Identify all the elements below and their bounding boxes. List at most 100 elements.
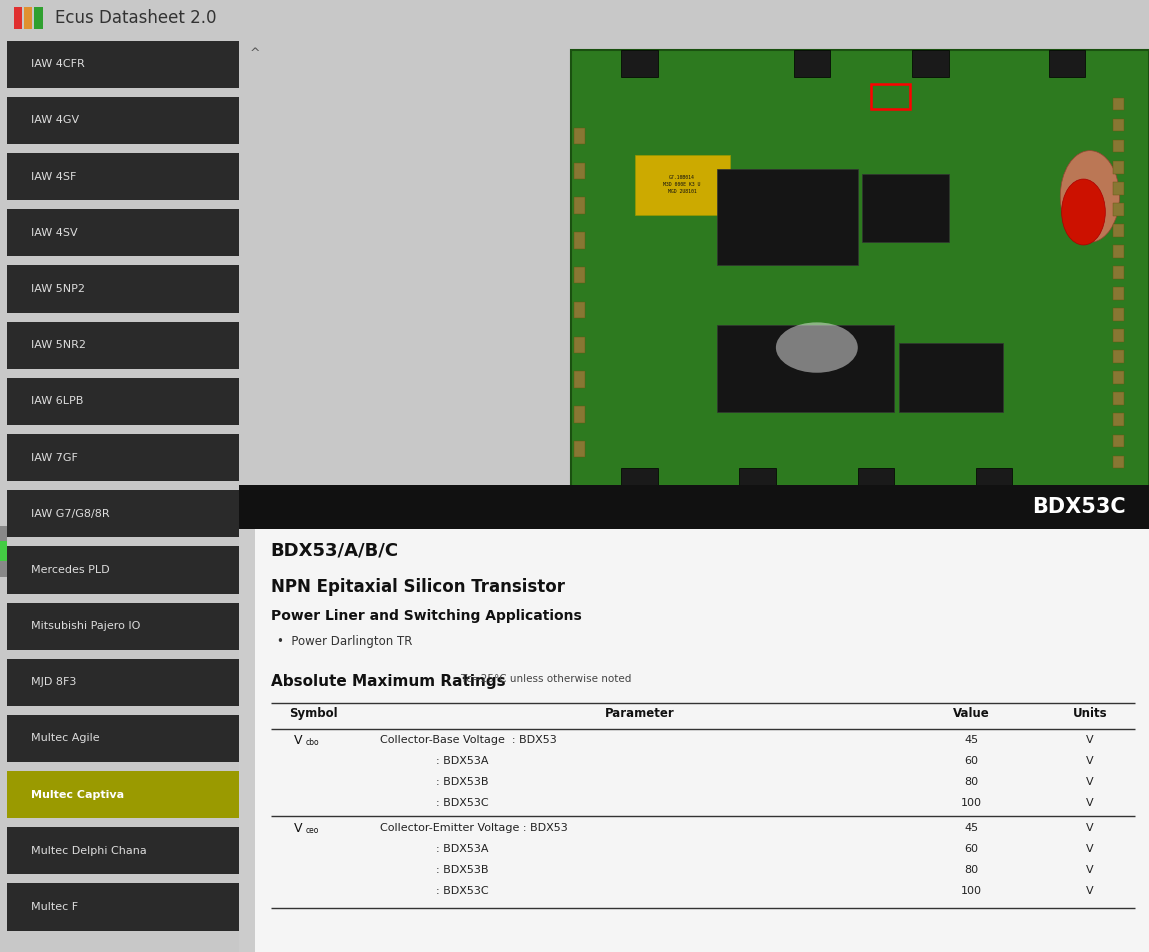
Text: 100: 100 bbox=[961, 886, 982, 896]
Bar bbox=[7, 546, 239, 593]
Bar bbox=[7, 97, 239, 144]
Bar bbox=[7, 771, 239, 819]
Text: IAW G7/G8/8R: IAW G7/G8/8R bbox=[31, 508, 109, 519]
Text: 45: 45 bbox=[964, 823, 979, 833]
Bar bbox=[635, 155, 731, 215]
Text: BDX53/A/B/C: BDX53/A/B/C bbox=[271, 542, 399, 560]
Text: IAW 4GV: IAW 4GV bbox=[31, 115, 79, 126]
Text: IAW 5NP2: IAW 5NP2 bbox=[31, 284, 85, 294]
Bar bbox=[573, 337, 585, 353]
Bar bbox=[1112, 288, 1125, 300]
Text: Value: Value bbox=[954, 707, 990, 721]
Bar bbox=[1112, 371, 1125, 385]
Text: Parameter: Parameter bbox=[604, 707, 674, 721]
Bar bbox=[1112, 413, 1125, 426]
Bar bbox=[1112, 456, 1125, 468]
Text: ceo: ceo bbox=[306, 825, 318, 835]
Text: Multec Agile: Multec Agile bbox=[31, 733, 100, 744]
Text: : BDX53A: : BDX53A bbox=[380, 843, 488, 854]
Bar bbox=[573, 371, 585, 387]
Bar bbox=[573, 407, 585, 423]
Text: V: V bbox=[1086, 865, 1094, 875]
Bar bbox=[871, 84, 910, 109]
Text: 60: 60 bbox=[964, 756, 979, 766]
Text: Multec F: Multec F bbox=[31, 902, 78, 912]
Text: : BDX53B: : BDX53B bbox=[380, 777, 488, 787]
Text: IAW 4SV: IAW 4SV bbox=[31, 228, 78, 238]
Ellipse shape bbox=[1061, 150, 1119, 242]
Text: 80: 80 bbox=[964, 777, 979, 787]
Bar bbox=[717, 325, 894, 411]
Bar bbox=[239, 529, 1149, 952]
Bar bbox=[573, 232, 585, 248]
Text: Ecus Datasheet 2.0: Ecus Datasheet 2.0 bbox=[55, 10, 217, 27]
Bar bbox=[1112, 392, 1125, 406]
Text: ^: ^ bbox=[250, 48, 261, 60]
Ellipse shape bbox=[1062, 179, 1105, 245]
Text: G7.10B014
M3D 000E K3 U
MGD 2U8101: G7.10B014 M3D 000E K3 U MGD 2U8101 bbox=[663, 175, 701, 193]
Bar bbox=[573, 163, 585, 179]
Bar bbox=[1112, 245, 1125, 258]
Bar bbox=[7, 490, 239, 537]
Bar bbox=[1049, 50, 1086, 77]
Bar bbox=[7, 209, 239, 256]
Text: IAW 6LPB: IAW 6LPB bbox=[31, 396, 84, 407]
Text: IAW 5NR2: IAW 5NR2 bbox=[31, 340, 86, 350]
Bar bbox=[717, 169, 858, 266]
Bar bbox=[7, 603, 239, 649]
Text: V: V bbox=[1086, 823, 1094, 833]
Bar bbox=[573, 302, 585, 318]
Bar bbox=[1112, 119, 1125, 131]
Bar bbox=[239, 485, 1149, 529]
Text: 60: 60 bbox=[964, 843, 979, 854]
Bar bbox=[7, 883, 239, 931]
Text: V: V bbox=[1086, 886, 1094, 896]
Bar bbox=[1112, 203, 1125, 216]
Text: : BDX53C: : BDX53C bbox=[380, 798, 488, 808]
Bar bbox=[573, 128, 585, 145]
Text: V: V bbox=[294, 734, 302, 747]
Bar bbox=[1112, 224, 1125, 237]
Text: NPN Epitaxial Silicon Transistor: NPN Epitaxial Silicon Transistor bbox=[271, 579, 565, 596]
Bar bbox=[1112, 97, 1125, 110]
Text: MJD 8F3: MJD 8F3 bbox=[31, 677, 77, 687]
Text: V: V bbox=[1086, 777, 1094, 787]
Bar bbox=[7, 41, 239, 88]
Bar bbox=[24, 8, 32, 29]
Bar bbox=[573, 267, 585, 284]
Bar bbox=[622, 468, 657, 486]
Bar bbox=[1112, 434, 1125, 447]
Bar bbox=[1112, 182, 1125, 194]
Bar bbox=[7, 322, 239, 368]
Text: BDX53C: BDX53C bbox=[1033, 497, 1126, 517]
Bar bbox=[7, 266, 239, 312]
Text: : BDX53C: : BDX53C bbox=[380, 886, 488, 896]
Bar bbox=[740, 468, 776, 486]
Text: 45: 45 bbox=[964, 735, 979, 745]
Bar bbox=[239, 529, 255, 952]
Bar bbox=[863, 173, 949, 242]
Text: Units: Units bbox=[1072, 707, 1108, 721]
Bar bbox=[1112, 266, 1125, 279]
Text: V: V bbox=[1086, 843, 1094, 854]
Bar bbox=[622, 50, 657, 77]
Bar bbox=[7, 434, 239, 481]
Text: cbo: cbo bbox=[306, 738, 319, 746]
Bar bbox=[1112, 140, 1125, 152]
Text: Tᴄ=25°C unless otherwise noted: Tᴄ=25°C unless otherwise noted bbox=[460, 674, 632, 684]
Bar bbox=[0, 542, 7, 562]
Bar bbox=[1112, 329, 1125, 342]
Text: •  Power Darlington TR: • Power Darlington TR bbox=[277, 635, 412, 648]
Bar bbox=[14, 8, 22, 29]
Text: Mercedes PLD: Mercedes PLD bbox=[31, 565, 109, 575]
Bar bbox=[573, 197, 585, 214]
Bar bbox=[912, 50, 949, 77]
Bar bbox=[34, 8, 43, 29]
Text: IAW 4SF: IAW 4SF bbox=[31, 171, 77, 182]
Bar bbox=[858, 468, 894, 486]
Ellipse shape bbox=[776, 323, 858, 373]
Text: : BDX53A: : BDX53A bbox=[380, 756, 488, 766]
Text: 80: 80 bbox=[964, 865, 979, 875]
Bar bbox=[7, 659, 239, 705]
Bar bbox=[7, 715, 239, 763]
